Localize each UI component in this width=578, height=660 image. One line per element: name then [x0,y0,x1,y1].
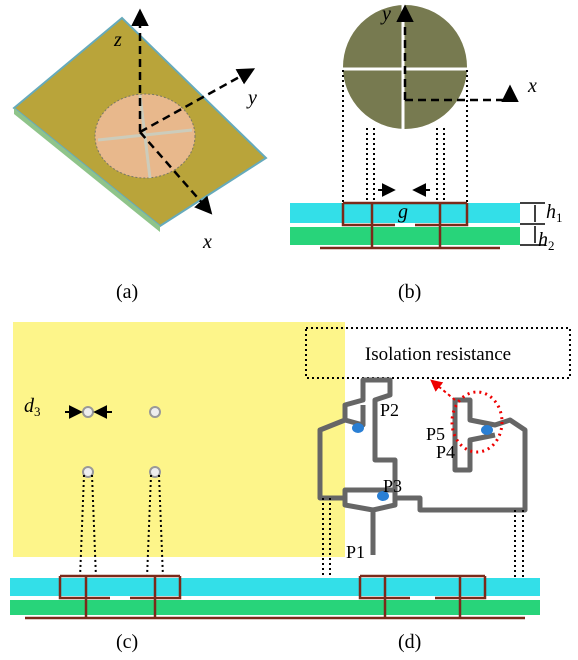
port-label: P1 [346,542,365,562]
substrate [306,600,540,615]
port-label: P5 [426,424,445,444]
caption: (d) [398,631,421,653]
substrate [306,578,540,596]
panel-a: z y x (a) [14,12,266,303]
dim-label: g [398,201,408,223]
axis-label: y [246,87,257,109]
figure: z y x (a) g h1 h2 y x (b) d3 (c) Isolati… [0,0,578,660]
caption: (a) [116,281,138,303]
substrate [10,600,345,615]
port-label: P3 [383,476,402,496]
caption: (c) [116,631,138,653]
substrate [290,227,520,245]
axis-label: z [113,29,122,51]
caption: (b) [398,281,421,303]
annotation: Isolation resistance [365,344,511,365]
feed-network [320,380,525,555]
ground-plane [13,322,345,557]
panel-c: d3 (c) [10,322,345,653]
port-label: P2 [380,400,399,420]
panel-d: Isolation resistance P2 P5 P4 P3 P1 (d) [306,328,570,653]
panel-b: g h1 h2 y x (b) [290,3,563,303]
axis-label: y [380,3,391,25]
axis-label: x [527,75,537,97]
pointer [432,381,455,400]
dim-label: h2 [538,229,555,253]
dim-label: h1 [546,201,563,225]
axis-label: x [202,231,212,253]
port-label: P4 [436,442,455,462]
